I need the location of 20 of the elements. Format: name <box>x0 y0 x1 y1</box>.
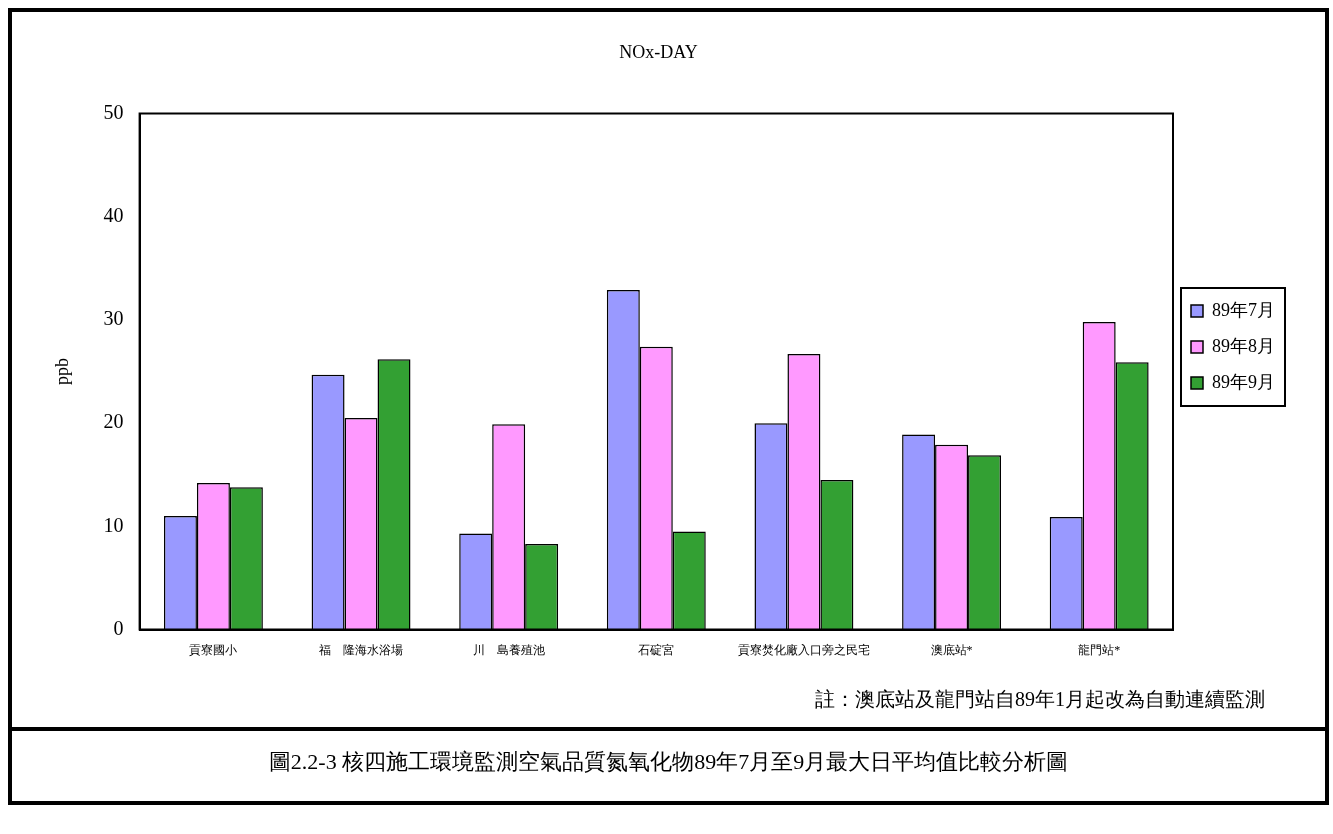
legend-label: 89年8月 <box>1212 335 1275 356</box>
caption: 圖2.2-3 核四施工環境監測空氣品質氮氧化物89年7月至9月最大日平均值比較分析圖 <box>12 727 1325 801</box>
y-axis-title: ppb <box>51 358 72 386</box>
y-tick-label: 40 <box>103 204 124 227</box>
x-tick-label: 石碇宮 <box>638 642 675 657</box>
y-tick-label: 20 <box>103 410 124 433</box>
y-tick-label: 30 <box>103 307 124 330</box>
x-tick-label: 貢寮焚化廠入口旁之民宅 <box>737 642 870 657</box>
text: 註：澳底站及龍門站自89年1月起改為自動連續監測 <box>814 687 1266 712</box>
x-tick-label: 龍門站* <box>1078 642 1121 657</box>
legend-label: 89年7月 <box>1212 299 1275 320</box>
x-tick-label: 福 隆海水浴場 <box>319 642 404 657</box>
y-tick-label: 50 <box>103 100 124 123</box>
x-tick-label: 貢寮國小 <box>189 642 238 657</box>
x-tick-label: 澳底站* <box>930 642 973 657</box>
x-tick-label: 川 島養殖池 <box>472 642 545 657</box>
y-tick-label: 0 <box>113 616 124 639</box>
legend-label: 89年9月 <box>1212 371 1275 392</box>
chart-title: NOx-DAY <box>619 41 698 62</box>
y-tick-label: 10 <box>103 513 124 536</box>
